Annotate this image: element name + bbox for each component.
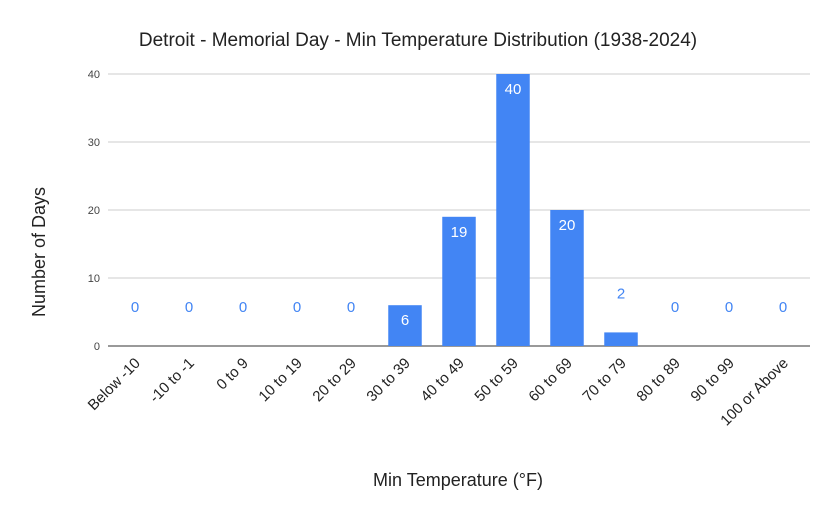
bar (496, 74, 530, 346)
data-label: 6 (401, 312, 409, 329)
bar (604, 332, 638, 346)
x-tick-label: 0 to 9 (213, 355, 252, 394)
y-tick-label: 10 (88, 273, 100, 285)
x-tick-label: 30 to 39 (363, 355, 413, 405)
x-tick-label: 50 to 59 (471, 355, 521, 405)
y-tick-label: 30 (88, 137, 100, 149)
x-axis-title: Min Temperature (°F) (373, 470, 543, 490)
data-label: 0 (131, 299, 139, 316)
bar (388, 305, 422, 346)
x-tick-label: 60 to 69 (525, 355, 575, 405)
x-tick-label: Below -10 (85, 355, 144, 414)
data-label: 0 (293, 299, 301, 316)
x-tick-label: 90 to 99 (687, 355, 737, 405)
bars (388, 74, 638, 346)
data-label: 0 (671, 299, 679, 316)
bar (442, 216, 476, 346)
x-axis-ticks: Below -10 -10 to -1 0 to 9 10 to 19 20 to 29… (85, 355, 792, 430)
gridlines (108, 73, 810, 347)
x-tick-label: 40 to 49 (417, 355, 467, 405)
data-label: 0 (779, 299, 787, 316)
data-label: 0 (185, 299, 193, 316)
chart-title: Detroit - Memorial Day - Min Temperature… (139, 30, 697, 51)
bar (550, 210, 584, 346)
y-tick-label: 0 (94, 341, 100, 353)
x-tick-label: 10 to 19 (255, 355, 305, 405)
y-tick-label: 20 (88, 205, 100, 217)
x-tick-label: -10 to -1 (146, 355, 198, 407)
data-label: 19 (451, 224, 468, 241)
data-label: 20 (559, 217, 576, 234)
x-tick-label: 80 to 89 (633, 355, 683, 405)
data-label: 0 (239, 299, 247, 316)
data-label: 0 (725, 299, 733, 316)
x-tick-label: 70 to 79 (579, 355, 629, 405)
y-tick-label: 40 (88, 69, 100, 81)
data-label: 2 (617, 285, 625, 302)
x-tick-label: 20 to 29 (309, 355, 359, 405)
data-label: 40 (505, 81, 522, 98)
y-axis-title: Number of Days (29, 187, 49, 317)
data-label: 0 (347, 299, 355, 316)
y-axis-ticks: 0 10 20 30 40 (88, 69, 100, 353)
